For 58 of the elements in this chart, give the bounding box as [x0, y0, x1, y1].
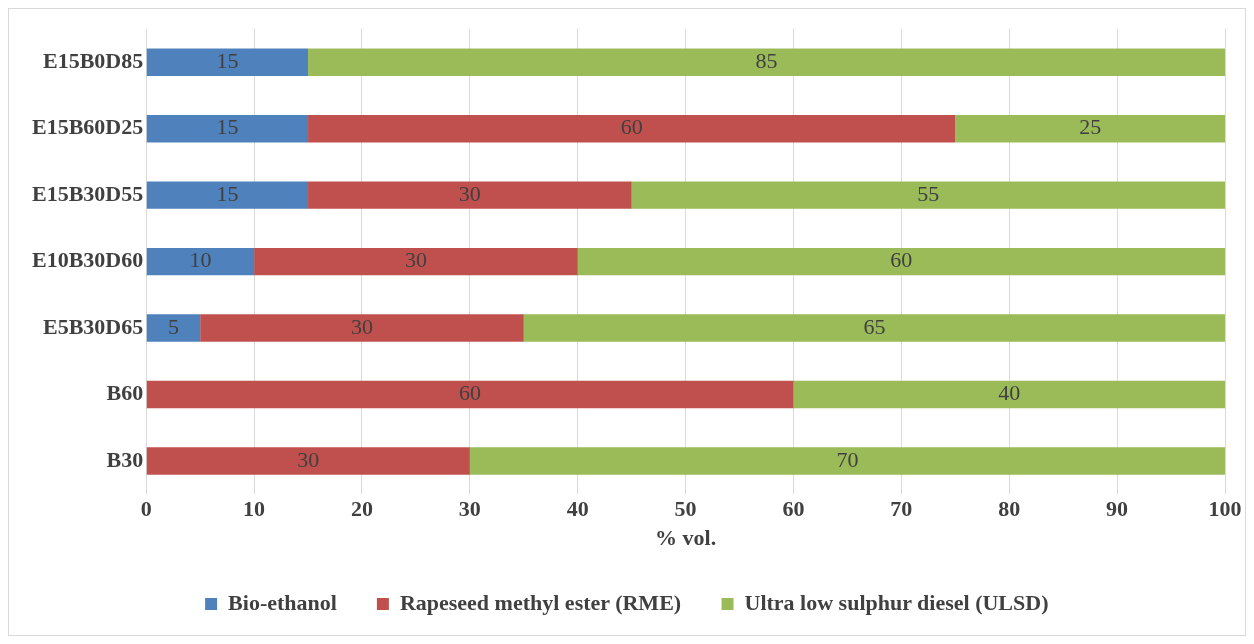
y-tick-label: E5B30D65	[42, 313, 144, 339]
y-tick-label: B60	[106, 380, 144, 406]
data-label: 40	[998, 380, 1021, 406]
bar	[793, 380, 1225, 409]
legend-label: Rapeseed methyl ester (RME)	[399, 589, 682, 615]
x-tick-label: 0	[140, 496, 152, 522]
legend-label: Ultra low sulphur diesel (ULSD)	[744, 589, 1049, 615]
bar	[254, 247, 578, 276]
x-tick-label: 50	[674, 496, 697, 522]
data-label: 30	[297, 446, 320, 472]
y-tick-label: B30	[106, 446, 144, 472]
data-label: 60	[620, 114, 643, 140]
bar	[200, 314, 524, 342]
bar	[146, 181, 309, 209]
x-tick-label: 90	[1106, 496, 1129, 522]
bar	[469, 447, 1225, 475]
bar	[955, 114, 1225, 143]
y-tick-label: E15B0D85	[42, 47, 144, 73]
data-label: 60	[890, 247, 913, 273]
legend-label: Bio-ethanol	[228, 589, 337, 615]
x-tick-label: 100	[1208, 496, 1242, 522]
x-tick-label: 30	[458, 496, 481, 522]
bar	[146, 380, 794, 409]
x-tick-label: 10	[243, 496, 266, 522]
bar	[146, 247, 255, 276]
x-tick-label: 70	[890, 496, 913, 522]
data-label: 10	[189, 247, 212, 273]
bar	[146, 447, 470, 475]
x-tick-label: 40	[566, 496, 589, 522]
bar	[523, 314, 1225, 342]
data-label: 5	[167, 313, 179, 339]
bar	[577, 247, 1225, 276]
data-label: 30	[458, 180, 481, 206]
x-tick-label: 80	[998, 496, 1021, 522]
x-axis-title: % vol.	[655, 525, 717, 551]
bar	[146, 114, 309, 143]
bar	[146, 48, 309, 76]
data-label: 85	[755, 48, 778, 74]
bar	[146, 314, 201, 342]
data-label: 65	[863, 313, 886, 339]
data-label: 25	[1079, 114, 1102, 140]
data-label: 15	[216, 180, 239, 206]
y-tick-label: E15B30D55	[31, 180, 144, 206]
bar	[631, 181, 1225, 209]
x-tick-label: 60	[782, 496, 805, 522]
bar	[308, 181, 632, 209]
x-tick-label: 20	[350, 496, 373, 522]
data-label: 30	[350, 313, 373, 339]
bar	[308, 48, 1225, 76]
data-label: 55	[917, 180, 940, 206]
bar	[308, 114, 956, 143]
data-label: 70	[836, 446, 859, 472]
data-label: 15	[216, 48, 239, 74]
y-tick-label: E15B60D25	[31, 114, 144, 140]
data-label: 15	[216, 114, 239, 140]
data-label: 30	[404, 247, 427, 273]
data-label: 60	[459, 380, 482, 406]
y-tick-label: E10B30D60	[31, 247, 144, 273]
